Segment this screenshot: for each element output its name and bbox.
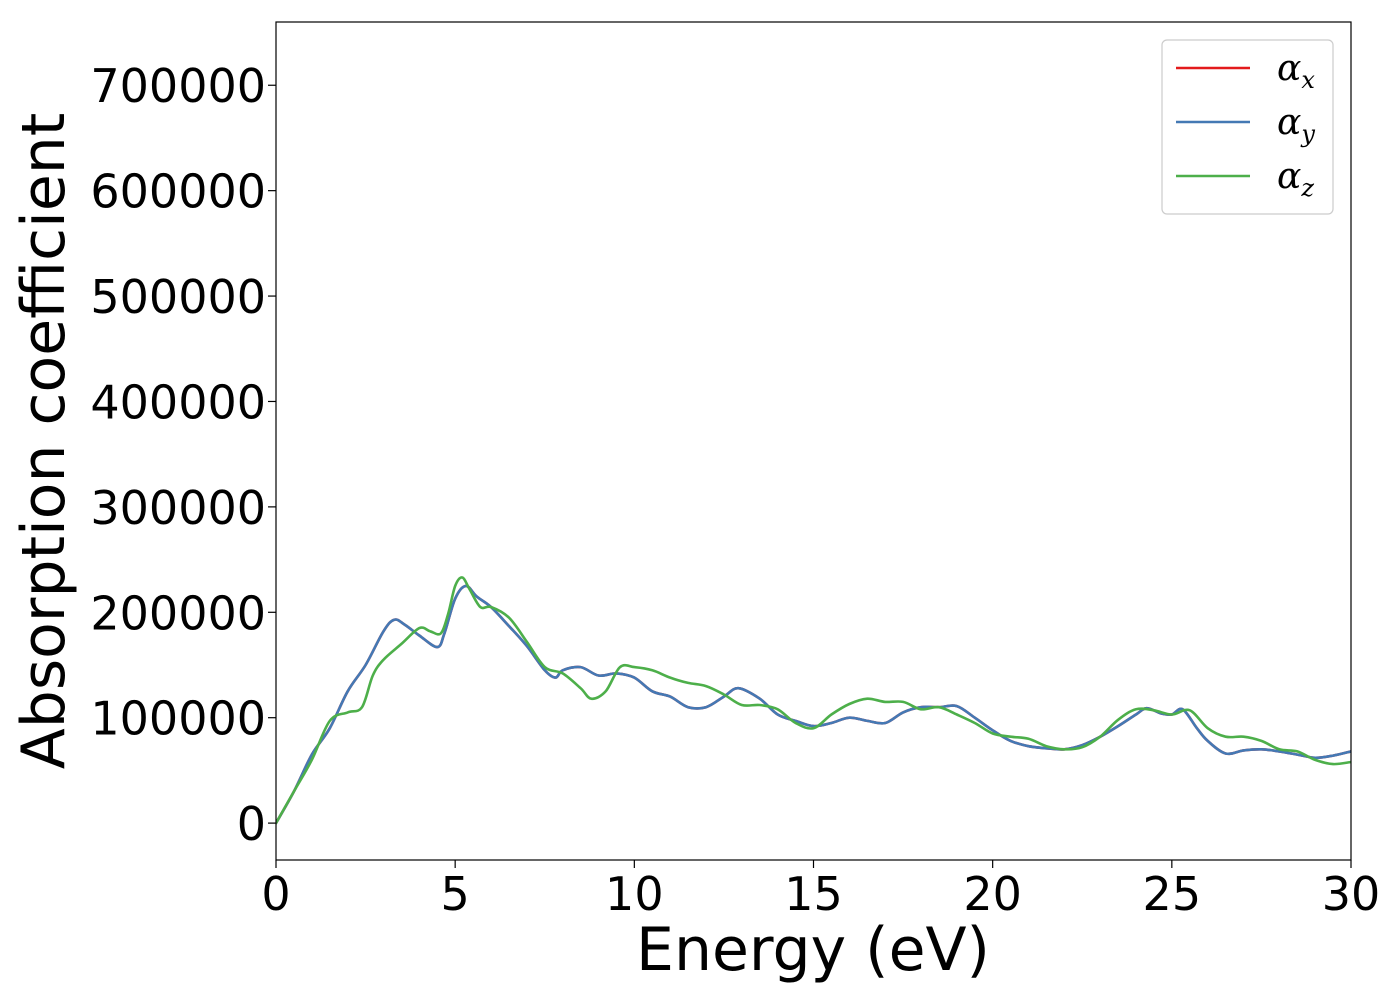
y-tick-label: 500000: [90, 270, 266, 324]
y-tick-label: 200000: [90, 586, 266, 640]
x-tick-label: 30: [1322, 867, 1381, 921]
x-tick-label: 15: [784, 867, 843, 921]
y-tick-label: 100000: [90, 692, 266, 746]
series-line-y: [276, 584, 1351, 825]
series-line-x: [276, 584, 1351, 825]
x-tick-label: 10: [605, 867, 664, 921]
x-tick-label: 20: [963, 867, 1022, 921]
y-axis: 0 100000 200000 300000 400000 500000 600000 700…: [90, 59, 276, 851]
legend-label-y: αy: [1277, 102, 1315, 148]
y-tick-label: 300000: [90, 481, 266, 535]
y-tick-label: 700000: [90, 59, 266, 113]
x-tick-label: 5: [441, 867, 470, 921]
x-tick-label: 25: [1143, 867, 1202, 921]
legend-label-x: αx: [1277, 48, 1315, 94]
y-tick-label: 400000: [90, 375, 266, 429]
y-tick-label: 0: [237, 797, 266, 851]
legend-label-z: αz: [1277, 156, 1314, 202]
x-axis-title: Energy (eV): [636, 915, 990, 985]
series-line-z: [276, 576, 1351, 825]
legend-box: [1161, 39, 1334, 215]
x-axis: 0 5 10 15 20 25 30: [261, 860, 1380, 921]
y-tick-label: 600000: [90, 165, 266, 219]
series-group: [276, 576, 1351, 825]
legend: αx αy αz: [1161, 39, 1334, 215]
y-axis-title: Absorption coefficient: [9, 113, 79, 770]
x-tick-label: 0: [261, 867, 290, 921]
